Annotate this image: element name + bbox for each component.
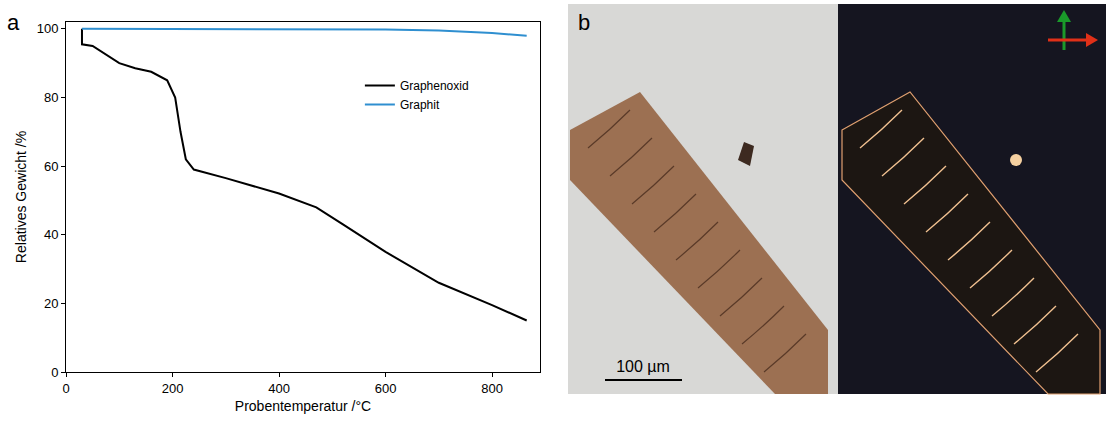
svg-text:400: 400 xyxy=(268,381,290,396)
svg-text:b: b xyxy=(578,10,590,35)
svg-text:Graphenoxid: Graphenoxid xyxy=(400,79,469,93)
svg-text:a: a xyxy=(7,10,20,35)
svg-text:20: 20 xyxy=(44,296,58,311)
svg-text:100 µm: 100 µm xyxy=(616,358,670,375)
svg-text:Graphit: Graphit xyxy=(400,98,440,112)
svg-text:0: 0 xyxy=(51,365,58,380)
svg-text:200: 200 xyxy=(162,381,184,396)
svg-text:Relatives Gewicht /%: Relatives Gewicht /% xyxy=(13,131,29,263)
svg-text:40: 40 xyxy=(44,227,58,242)
svg-text:800: 800 xyxy=(481,381,503,396)
svg-text:60: 60 xyxy=(44,159,58,174)
svg-text:Probentemperatur /°C: Probentemperatur /°C xyxy=(235,398,371,414)
svg-text:0: 0 xyxy=(62,381,69,396)
svg-text:100: 100 xyxy=(37,21,59,36)
svg-text:80: 80 xyxy=(44,90,58,105)
svg-text:600: 600 xyxy=(375,381,397,396)
